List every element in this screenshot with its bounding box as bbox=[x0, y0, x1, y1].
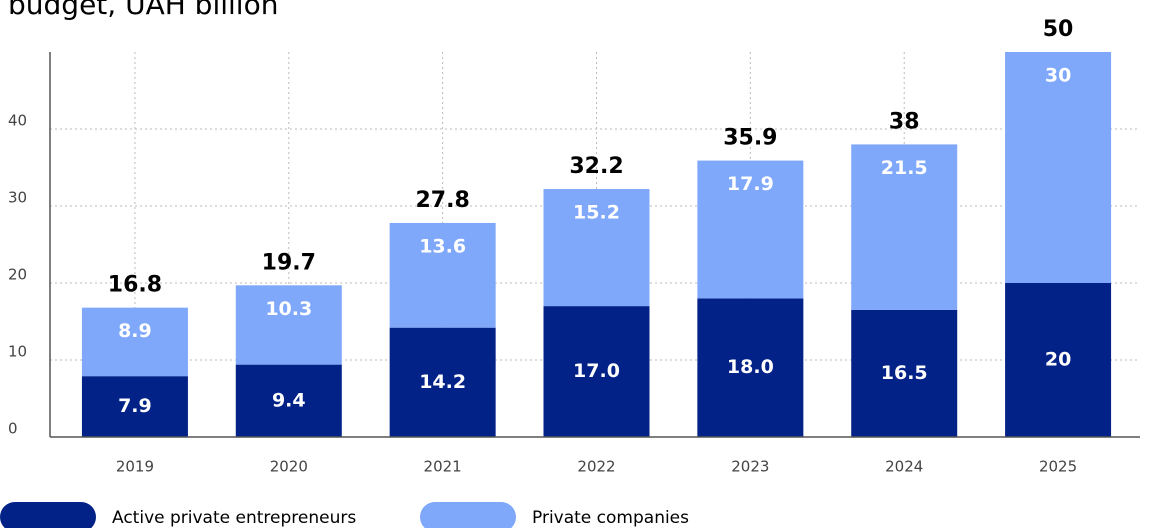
total-label: 32.2 bbox=[569, 154, 623, 179]
x-tick-label: 2021 bbox=[424, 458, 462, 476]
x-tick-label: 2022 bbox=[577, 458, 615, 476]
bar-segment bbox=[543, 306, 650, 437]
data-label: 7.9 bbox=[118, 395, 152, 417]
bar-segment bbox=[389, 222, 496, 328]
bar-segment bbox=[1005, 52, 1112, 283]
chart-title: budget, UAH billion bbox=[8, 0, 278, 21]
data-label: 15.2 bbox=[573, 202, 620, 224]
data-label: 14.2 bbox=[419, 371, 466, 393]
bar-segment bbox=[697, 298, 804, 437]
bar-segment bbox=[81, 307, 188, 377]
legend-label: Private companies bbox=[532, 508, 689, 528]
total-label: 50 bbox=[1043, 17, 1074, 42]
data-label: 30 bbox=[1045, 65, 1071, 87]
bar-segment bbox=[389, 327, 496, 437]
data-label: 16.5 bbox=[881, 362, 928, 384]
bar-segment bbox=[81, 376, 188, 437]
total-label: 27.8 bbox=[416, 188, 470, 213]
bar-segment bbox=[697, 160, 804, 299]
x-tick-label: 2023 bbox=[731, 458, 769, 476]
total-label: 35.9 bbox=[723, 126, 777, 151]
data-label: 21.5 bbox=[881, 157, 928, 179]
x-tick-label: 2024 bbox=[885, 458, 923, 476]
data-label: 17.0 bbox=[573, 360, 620, 382]
data-label: 8.9 bbox=[118, 320, 152, 342]
y-tick-label: 40 bbox=[8, 112, 27, 130]
bar-segment bbox=[1005, 283, 1112, 437]
bar-segment bbox=[235, 285, 342, 365]
data-label: 18.0 bbox=[727, 356, 774, 378]
y-tick-label: 20 bbox=[8, 266, 27, 284]
data-label: 13.6 bbox=[419, 235, 466, 257]
legend-label: Active private entrepreneurs bbox=[112, 508, 356, 528]
y-tick-label: 10 bbox=[8, 343, 27, 361]
x-tick-label: 2019 bbox=[116, 458, 154, 476]
bar-segment bbox=[543, 189, 650, 307]
x-tick-label: 2020 bbox=[270, 458, 308, 476]
data-label: 9.4 bbox=[272, 389, 306, 411]
data-label: 20 bbox=[1045, 349, 1071, 371]
bar-segment bbox=[851, 144, 958, 310]
bar-segment bbox=[235, 364, 342, 437]
legend-swatch bbox=[420, 502, 516, 528]
total-label: 19.7 bbox=[262, 250, 316, 275]
legend-swatch bbox=[0, 502, 96, 528]
data-label: 10.3 bbox=[265, 298, 312, 320]
y-tick-label: 0 bbox=[8, 420, 18, 438]
x-tick-label: 2025 bbox=[1039, 458, 1077, 476]
data-label: 17.9 bbox=[727, 173, 774, 195]
total-label: 38 bbox=[889, 109, 920, 134]
y-tick-label: 30 bbox=[8, 189, 27, 207]
total-label: 16.8 bbox=[108, 273, 162, 298]
bar-segment bbox=[851, 309, 958, 437]
